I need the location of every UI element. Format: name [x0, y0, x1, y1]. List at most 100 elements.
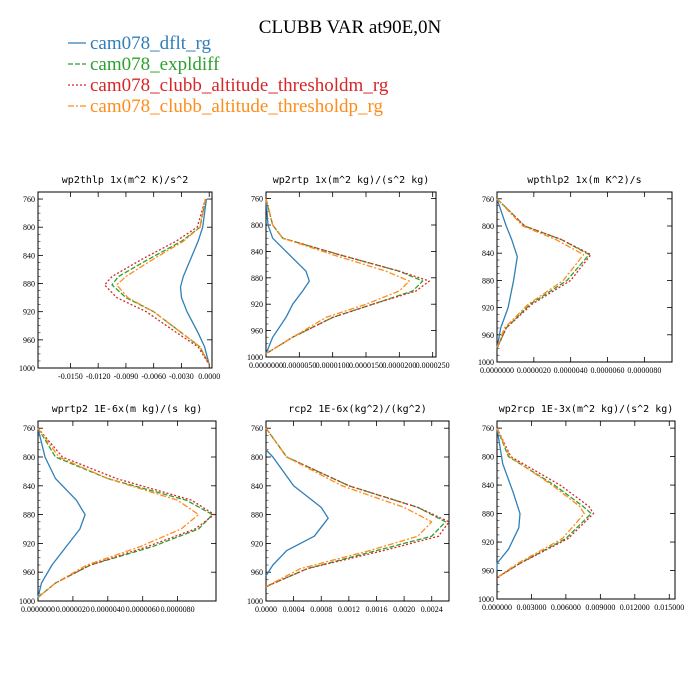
x-tick-label: 0.0020: [393, 605, 415, 614]
x-tick-label: 0.0000: [255, 605, 277, 614]
series-line: [265, 427, 450, 588]
series-line: [37, 427, 215, 598]
chart-panel: wp2rtp 1x(m^2 kg)/(s^2 kg) 760 800 840 880 92…: [247, 175, 450, 370]
series-line: [496, 427, 592, 579]
y-tick-label: 880: [482, 276, 494, 285]
plot-frame: [496, 191, 673, 363]
series-line: [265, 427, 433, 588]
x-tick-label: 0.0000080: [161, 605, 195, 614]
x-tick-label: 0.015000: [654, 603, 684, 612]
x-tick-label: 0.0000: [198, 372, 220, 381]
series-line: [265, 198, 410, 355]
series-line: [37, 428, 86, 598]
y-tick-label: 880: [23, 511, 35, 520]
legend-label: cam078_clubb_altitude_thresholdp_rg: [90, 96, 384, 117]
panel-title: wprtp2 1E-6x(m kg)/(s kg): [52, 404, 203, 415]
y-tick-label: 840: [251, 482, 263, 491]
series-line: [496, 427, 521, 571]
y-tick-label: 840: [23, 251, 35, 260]
y-tick-label: 920: [482, 304, 494, 313]
y-tick-label: 1000: [478, 358, 494, 367]
y-tick-label: 1000: [247, 353, 263, 362]
y-tick-label: 800: [251, 221, 263, 230]
series-line: [496, 427, 585, 579]
panel-title: rcp2 1E-6x(kg^2)/(kg^2): [288, 404, 426, 415]
y-tick-label: 880: [251, 511, 263, 520]
y-tick-label: 920: [23, 308, 35, 317]
x-tick-label: 0.0000040: [554, 366, 588, 375]
legend-item: cam078_dflt_rg: [68, 33, 212, 54]
panel-title: wp2rtp 1x(m^2 kg)/(s^2 kg): [273, 175, 430, 186]
x-tick-label: -0.0150: [58, 372, 83, 381]
series-line: [496, 427, 595, 579]
series-line: [265, 198, 424, 355]
x-tick-label: 0.0000000: [249, 361, 283, 370]
x-tick-label: 0.0000020: [56, 605, 90, 614]
y-tick-label: 800: [23, 453, 35, 462]
y-tick-label: 760: [251, 195, 263, 204]
series-line: [496, 198, 590, 349]
x-tick-label: 0.0000100: [316, 361, 350, 370]
y-tick-label: 800: [482, 453, 494, 462]
y-tick-label: 840: [23, 482, 35, 491]
figure-title: CLUBB VAR at90E,0N: [259, 17, 442, 38]
x-tick-label: -0.0060: [141, 372, 166, 381]
plot-frame: [265, 420, 450, 602]
x-tick-label: 0.0000060: [126, 605, 160, 614]
y-tick-label: 960: [251, 568, 263, 577]
x-tick-label: 0.0000080: [627, 366, 661, 375]
panel-title: wpthlp2 1x(m K^2)/s: [527, 175, 641, 186]
legend: cam078_dflt_rgcam078_expldiffcam078_club…: [68, 33, 389, 117]
legend-label: cam078_dflt_rg: [90, 33, 212, 54]
series-line: [265, 198, 430, 355]
y-tick-label: 920: [23, 539, 35, 548]
chart-panel: wprtp2 1E-6x(m kg)/(s kg) 760 800 840 880 920…: [19, 404, 217, 614]
series-line: [111, 198, 210, 365]
y-tick-label: 800: [23, 223, 35, 232]
x-tick-label: 0.0008: [310, 605, 332, 614]
chart-panel: rcp2 1E-6x(kg^2)/(kg^2) 760 800 840 880 920 96…: [247, 404, 450, 614]
x-tick-label: 0.0000040: [91, 605, 125, 614]
y-tick-label: 760: [23, 424, 35, 433]
legend-label: cam078_clubb_altitude_thresholdm_rg: [90, 75, 389, 96]
y-tick-label: 1000: [19, 597, 35, 606]
y-tick-label: 760: [482, 195, 494, 204]
series-line: [116, 198, 210, 365]
y-tick-label: 760: [482, 424, 494, 433]
x-tick-label: 0.0000050: [282, 361, 316, 370]
legend-label: cam078_expldiff: [90, 54, 220, 75]
chart-panel: wp2thlp 1x(m^2 K)/s^2 760 800 840 880 920 960 1…: [19, 175, 220, 381]
series-line: [265, 449, 329, 577]
y-tick-label: 960: [482, 331, 494, 340]
y-tick-label: 760: [23, 195, 35, 204]
y-tick-label: 760: [251, 424, 263, 433]
x-tick-label: 0.009000: [585, 603, 615, 612]
legend-item: cam078_clubb_altitude_thresholdp_rg: [68, 96, 384, 117]
x-tick-label: 0.012000: [620, 603, 650, 612]
series-line: [496, 198, 592, 349]
x-tick-label: 0.000000: [482, 603, 512, 612]
series-line: [37, 427, 200, 598]
x-tick-label: -0.0030: [169, 372, 194, 381]
y-tick-label: 800: [482, 222, 494, 231]
y-tick-label: 880: [23, 280, 35, 289]
y-tick-label: 840: [251, 247, 263, 256]
series-line: [37, 427, 214, 598]
x-tick-label: 0.003000: [516, 603, 546, 612]
y-tick-label: 1000: [19, 364, 35, 373]
series-line: [265, 198, 310, 354]
x-tick-label: 0.0012: [338, 605, 360, 614]
panel-title: wp2rcp 1E-3x(m^2 kg)/(s^2 kg): [499, 404, 674, 415]
y-tick-label: 960: [23, 336, 35, 345]
plot-frame: [496, 420, 676, 600]
panel-title: wp2thlp 1x(m^2 K)/s^2: [62, 175, 188, 186]
x-tick-label: 0.006000: [551, 603, 581, 612]
y-tick-label: 800: [251, 453, 263, 462]
plot-frame: [37, 191, 213, 369]
x-tick-label: 0.0000000: [480, 366, 514, 375]
x-tick-label: -0.0120: [86, 372, 111, 381]
x-tick-label: 0.0000250: [416, 361, 450, 370]
y-tick-label: 1000: [247, 597, 263, 606]
plot-frame: [37, 420, 217, 602]
